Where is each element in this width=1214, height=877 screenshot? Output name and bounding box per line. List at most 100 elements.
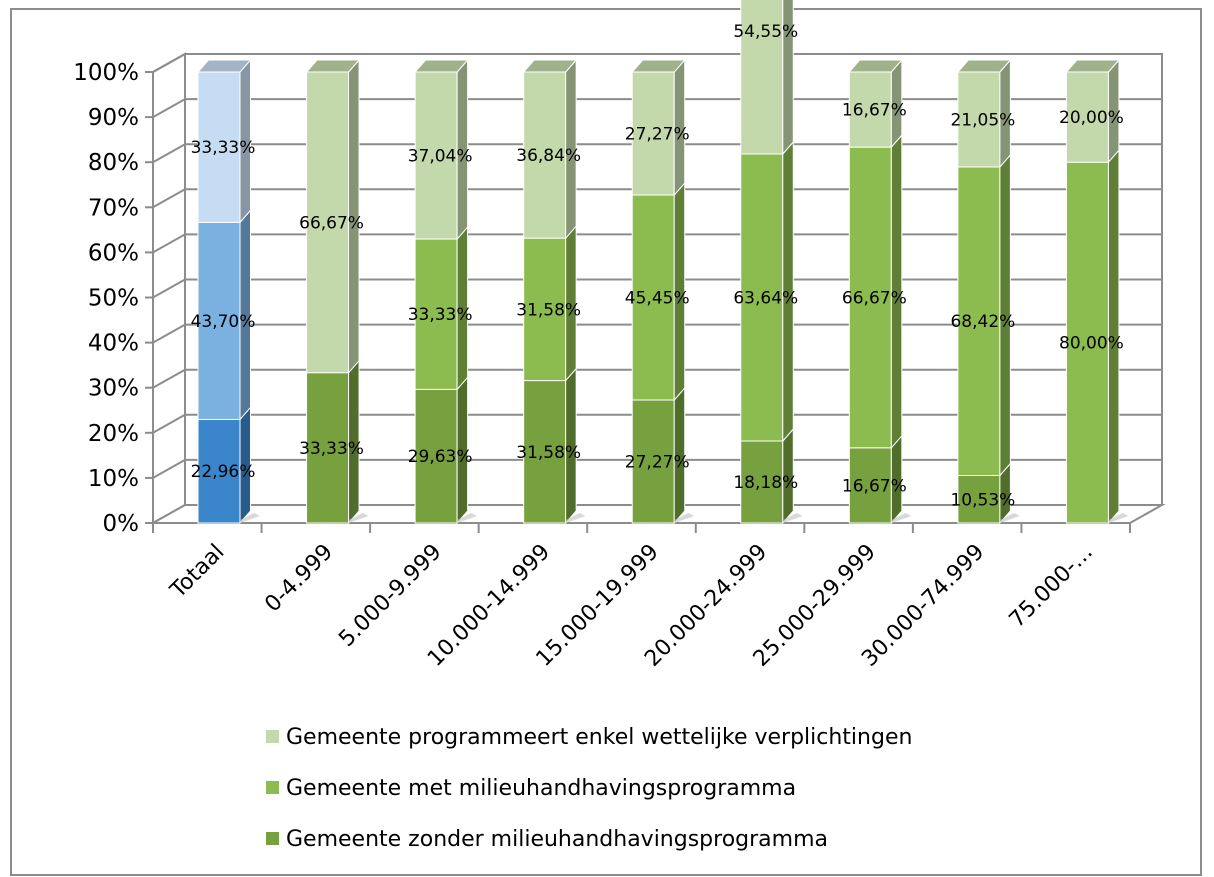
data-label: 45,45% bbox=[625, 289, 690, 309]
data-label: 54,55% bbox=[733, 22, 798, 42]
bar-stack-5 bbox=[740, 0, 803, 525]
data-label: 22,96% bbox=[191, 462, 256, 482]
bar-segment bbox=[740, 440, 784, 524]
bar-top bbox=[522, 59, 578, 73]
data-label: 36,84% bbox=[516, 146, 581, 166]
bar-shadow bbox=[674, 513, 695, 523]
data-label: 20,00% bbox=[1059, 108, 1124, 128]
data-label: 27,27% bbox=[625, 125, 690, 145]
bar-stack-0 bbox=[196, 58, 260, 525]
gridline bbox=[152, 413, 1162, 434]
bar-top bbox=[1065, 59, 1121, 73]
data-label: 43,70% bbox=[191, 312, 256, 332]
data-label: 18,18% bbox=[733, 473, 798, 493]
legend-entry: Gemeente zonder milieuhandhavingsprogram… bbox=[286, 827, 828, 852]
bar-shadow bbox=[348, 513, 369, 523]
data-label: 33,33% bbox=[408, 305, 473, 325]
bar-top bbox=[305, 59, 361, 73]
data-label: 31,58% bbox=[516, 443, 581, 463]
data-label: 10,53% bbox=[950, 490, 1015, 510]
bar-segment bbox=[631, 399, 675, 524]
bar-segment bbox=[1065, 71, 1109, 163]
legend-entry: Gemeente met milieuhandhavingsprogramma bbox=[286, 776, 796, 801]
category-labels: Totaal 0-4.9995.000-9.99910.000-14.99915.… bbox=[165, 540, 1098, 672]
y-tick-label: 60% bbox=[88, 240, 139, 266]
bar-shadow bbox=[782, 513, 803, 523]
y-tick-label: 0% bbox=[103, 511, 140, 537]
category-label: 75.000-… bbox=[1005, 540, 1098, 633]
data-label: 66,67% bbox=[842, 288, 907, 308]
gridline bbox=[152, 323, 1162, 344]
data-label: 16,67% bbox=[842, 101, 907, 121]
bar-segment bbox=[306, 71, 350, 374]
bar-segment bbox=[740, 0, 784, 155]
bar-segment-side bbox=[782, 0, 794, 156]
category-label: 5.000-9.999 bbox=[334, 540, 446, 652]
data-label: 29,63% bbox=[408, 447, 473, 467]
category-label: Totaal bbox=[165, 540, 229, 604]
bar-segment bbox=[957, 71, 1001, 168]
data-label: 63,64% bbox=[733, 289, 798, 309]
legend-swatch bbox=[266, 730, 279, 743]
gridline bbox=[152, 188, 1162, 209]
legend-swatch bbox=[266, 781, 279, 794]
gridline bbox=[152, 98, 1162, 118]
bar-segment bbox=[848, 447, 892, 524]
gridline bbox=[152, 53, 1162, 73]
bar-shadow bbox=[565, 513, 586, 523]
data-label: 33,33% bbox=[191, 138, 256, 158]
y-tick-label: 90% bbox=[88, 105, 139, 131]
y-tick-label: 10% bbox=[88, 466, 139, 492]
y-tick-labels: 0% 10% 20% 30% 40% 50% 60% 70% 80% 90% 100% bbox=[73, 60, 139, 537]
y-tick-label: 50% bbox=[88, 286, 139, 312]
y-tick-label: 100% bbox=[73, 60, 139, 86]
data-labels: 22,96% 43,70% 33,33% 33,33% 66,67% 29,63% 33,3… bbox=[191, 22, 1124, 510]
data-label: 33,33% bbox=[299, 439, 364, 459]
bar-segment bbox=[414, 71, 458, 240]
bar-top bbox=[196, 59, 252, 73]
bar-segment bbox=[197, 221, 241, 420]
bar-stack-2 bbox=[414, 58, 478, 525]
legend-entry: Gemeente programmeert enkel wettelijke v… bbox=[286, 725, 912, 750]
data-label: 37,04% bbox=[408, 147, 473, 167]
bar-segment bbox=[523, 380, 567, 524]
gridline bbox=[152, 143, 1162, 164]
bar-shadow bbox=[1108, 513, 1129, 523]
gridline bbox=[152, 458, 1162, 479]
bar-stack-3 bbox=[522, 58, 586, 525]
bar-shadow bbox=[457, 513, 478, 523]
bar-top bbox=[848, 59, 903, 73]
legend: Gemeente programmeert enkel wettelijke v… bbox=[266, 725, 912, 852]
data-label: 21,05% bbox=[950, 110, 1015, 130]
bar-segment bbox=[197, 71, 241, 223]
category-label: 0-4.999 bbox=[260, 540, 338, 618]
data-label: 80,00% bbox=[1059, 334, 1124, 354]
gridline bbox=[152, 233, 1162, 254]
bar-stack-7 bbox=[956, 58, 1020, 525]
bar-shadow bbox=[891, 513, 912, 523]
bar-segment bbox=[414, 388, 458, 524]
gridline bbox=[152, 368, 1162, 389]
bar-segment bbox=[523, 71, 567, 239]
bar-top bbox=[631, 59, 686, 73]
gridlines bbox=[152, 53, 1162, 479]
gridline bbox=[152, 278, 1162, 299]
data-label: 16,67% bbox=[842, 476, 907, 496]
bar-top bbox=[956, 59, 1012, 73]
bar-shadow bbox=[240, 513, 260, 523]
bar-stack-4 bbox=[631, 58, 695, 525]
y-tick-label: 80% bbox=[88, 150, 139, 176]
bar-segment bbox=[631, 71, 675, 196]
y-tick-label: 70% bbox=[88, 195, 139, 221]
data-label: 68,42% bbox=[950, 312, 1015, 332]
y-tick-label: 40% bbox=[88, 331, 139, 357]
bar-segment bbox=[631, 194, 675, 401]
y-tick-label: 20% bbox=[88, 421, 139, 447]
data-label: 31,58% bbox=[516, 300, 581, 320]
bar-top bbox=[414, 59, 469, 73]
bar-stack-6 bbox=[848, 58, 912, 525]
bar-segment bbox=[957, 475, 1001, 524]
bar-shadow bbox=[999, 513, 1020, 523]
legend-swatch bbox=[266, 832, 279, 845]
